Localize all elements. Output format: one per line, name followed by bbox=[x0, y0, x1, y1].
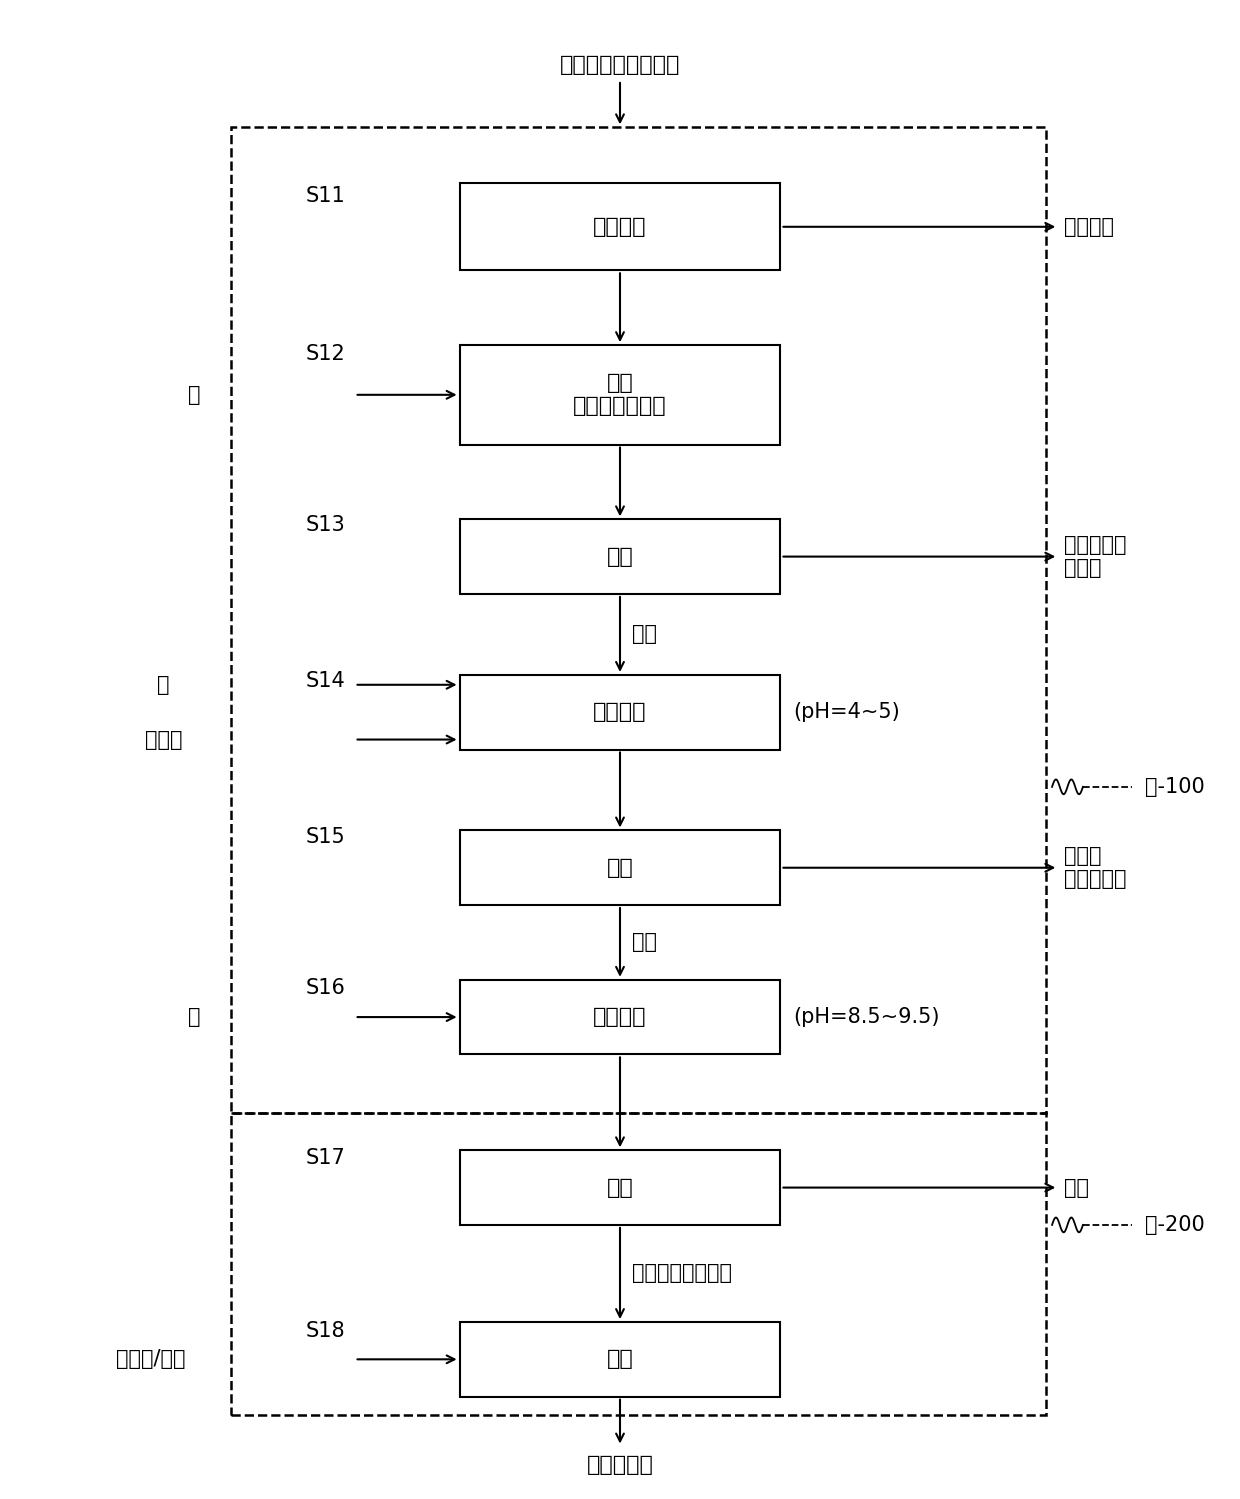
Text: S14: S14 bbox=[305, 672, 345, 691]
Bar bbox=[460, 830, 780, 905]
Text: 氢溴酸/醋酸: 氢溴酸/醋酸 bbox=[117, 1349, 186, 1369]
Text: 中和沉淀: 中和沉淀 bbox=[593, 1007, 647, 1027]
Text: 有机化合物
沉淀物: 有机化合物 沉淀物 bbox=[1064, 535, 1127, 579]
Text: S17: S17 bbox=[305, 1148, 345, 1168]
Text: 醋酸及水: 醋酸及水 bbox=[1064, 217, 1115, 237]
Text: 滤液: 滤液 bbox=[632, 932, 657, 952]
Text: S13: S13 bbox=[305, 516, 345, 535]
Text: ～-200: ～-200 bbox=[1145, 1214, 1204, 1235]
Text: 过滤: 过滤 bbox=[606, 547, 634, 567]
Text: 蒸发浓缩: 蒸发浓缩 bbox=[593, 217, 647, 237]
Text: (pH=4~5): (pH=4~5) bbox=[792, 702, 899, 723]
Text: 水: 水 bbox=[188, 385, 201, 405]
Text: 过滤: 过滤 bbox=[606, 857, 634, 878]
Text: 碱: 碱 bbox=[188, 1007, 201, 1027]
Bar bbox=[460, 1150, 780, 1225]
Text: 滤液: 滤液 bbox=[632, 625, 657, 645]
Text: S12: S12 bbox=[305, 343, 345, 364]
Bar bbox=[231, 1112, 1045, 1415]
Text: 滤液: 滤液 bbox=[1064, 1178, 1090, 1198]
Text: 钴锰催化剂: 钴锰催化剂 bbox=[587, 1456, 653, 1475]
Text: 碱: 碱 bbox=[157, 675, 170, 694]
Bar bbox=[460, 1322, 780, 1397]
Text: S15: S15 bbox=[305, 826, 345, 847]
Bar bbox=[231, 127, 1045, 1112]
Bar bbox=[460, 675, 780, 750]
Bar bbox=[460, 519, 780, 594]
Text: ～-100: ～-100 bbox=[1145, 776, 1204, 797]
Text: S16: S16 bbox=[305, 979, 345, 998]
Text: S11: S11 bbox=[305, 186, 345, 205]
Text: 中和沉淀: 中和沉淀 bbox=[593, 702, 647, 723]
Text: 冷却
（有机物沉淀）: 冷却 （有机物沉淀） bbox=[573, 373, 667, 417]
Text: 过滤: 过滤 bbox=[606, 1178, 634, 1198]
Text: 氧化剂: 氧化剂 bbox=[145, 730, 182, 750]
Text: 酸腐蚀
金属沉淀物: 酸腐蚀 金属沉淀物 bbox=[1064, 845, 1127, 889]
Bar bbox=[460, 980, 780, 1054]
Text: (pH=8.5~9.5): (pH=8.5~9.5) bbox=[792, 1007, 940, 1027]
Text: 钴锰催化剂沉淀物: 钴锰催化剂沉淀物 bbox=[632, 1264, 733, 1283]
Text: 酸溶: 酸溶 bbox=[606, 1349, 634, 1369]
Bar bbox=[460, 345, 780, 445]
Text: S18: S18 bbox=[305, 1321, 345, 1340]
Text: 对苯二甲酸反应母液: 对苯二甲酸反应母液 bbox=[559, 55, 681, 75]
Bar bbox=[460, 183, 780, 270]
